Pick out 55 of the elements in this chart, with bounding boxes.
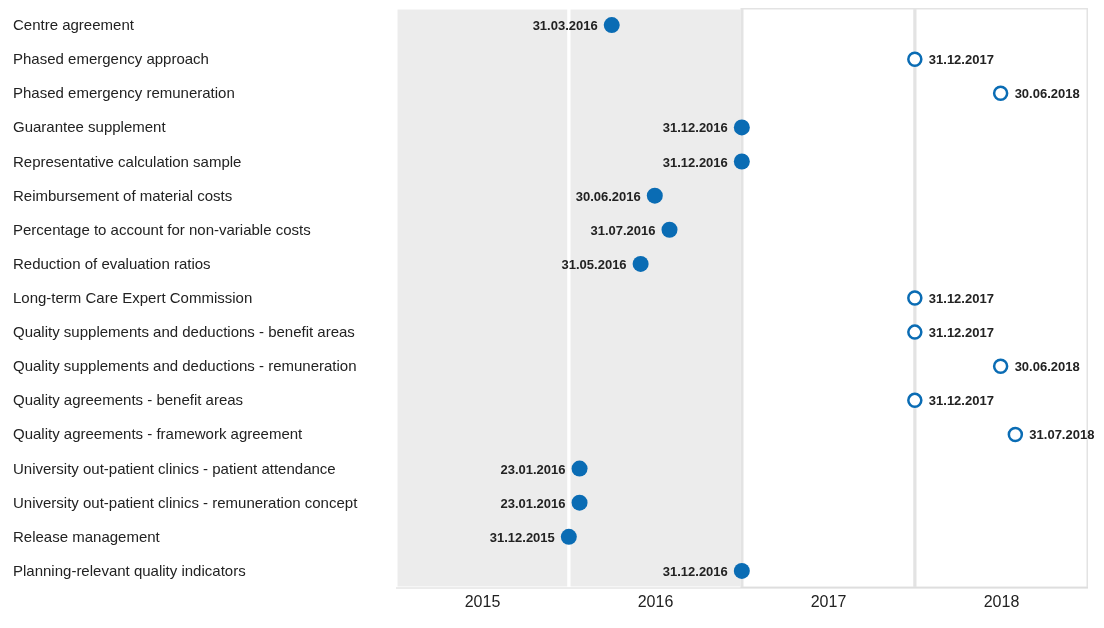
- y-tick-label: Release management: [13, 527, 161, 545]
- point: [733, 153, 750, 170]
- x-tick-label: 2015: [464, 593, 501, 611]
- point: [1007, 426, 1024, 443]
- point: [571, 494, 588, 511]
- y-tick-label: Quality supplements and deductions - benefit areas: [13, 323, 355, 341]
- data-label: 30.06.2018: [1014, 86, 1080, 102]
- data-label: 31.12.2015: [489, 529, 555, 545]
- y-tick-label: University out-patient clinics - patient attendance: [13, 459, 336, 477]
- y-tick-label: Planning-relevant quality indicators: [13, 561, 246, 579]
- data-label: 31.05.2016: [561, 256, 627, 272]
- y-tick-label: Phased emergency approach: [13, 50, 209, 68]
- point: [907, 290, 923, 306]
- y-tick-label: Guarantee supplement: [13, 118, 167, 136]
- point: [992, 358, 1009, 374]
- data-label: 31.12.2016: [662, 154, 728, 170]
- data-label: 31.07.2016: [590, 222, 656, 238]
- x-tick-label: 2016: [637, 593, 674, 611]
- data-label: 31.07.2018: [1029, 427, 1095, 443]
- data-label: 31.12.2016: [662, 120, 728, 136]
- data-label: 31.12.2017: [928, 325, 994, 341]
- y-tick-label: Quality agreements - framework agreement: [13, 425, 304, 443]
- point: [571, 460, 588, 477]
- point: [733, 562, 750, 579]
- y-tick-label: Centre agreement: [13, 16, 135, 34]
- x-tick-label: 2018: [983, 593, 1020, 611]
- data-label: 23.01.2016: [500, 495, 566, 511]
- data-label: 31.12.2017: [928, 291, 994, 306]
- point: [646, 187, 663, 204]
- y-tick-label: Quality agreements - benefit areas: [13, 391, 244, 409]
- point: [992, 85, 1009, 102]
- point: [560, 528, 577, 545]
- data-label: 30.06.2018: [1014, 359, 1080, 375]
- data-label: 30.06.2016: [575, 188, 641, 204]
- y-tick-label: Reimbursement of material costs: [13, 186, 233, 204]
- data-label: 31.12.2017: [928, 52, 994, 68]
- y-tick-label: Quality supplements and deductions - remuneration: [13, 357, 357, 375]
- y-tick-label: Long-term Care Expert Commission: [13, 289, 253, 306]
- point: [661, 221, 678, 238]
- point: [907, 392, 923, 409]
- y-tick-label: University out-patient clinics - remuneration concept: [13, 493, 359, 511]
- point: [907, 51, 923, 67]
- y-tick-label: Representative calculation sample: [13, 152, 242, 170]
- x-tick-label: 2017: [810, 593, 847, 611]
- data-label: 31.12.2016: [662, 563, 728, 579]
- y-tick-label: Percentage to account for non-variable costs: [13, 220, 311, 238]
- data-label: 31.12.2017: [928, 393, 994, 409]
- y-tick-label: Phased emergency remuneration: [13, 84, 235, 102]
- point: [733, 119, 750, 136]
- data-label: 31.03.2016: [532, 18, 598, 34]
- point: [907, 324, 923, 340]
- point: [632, 255, 649, 272]
- data-label: 23.01.2016: [500, 461, 566, 477]
- y-tick-label: Reduction of evaluation ratios: [13, 254, 211, 272]
- point: [603, 17, 620, 34]
